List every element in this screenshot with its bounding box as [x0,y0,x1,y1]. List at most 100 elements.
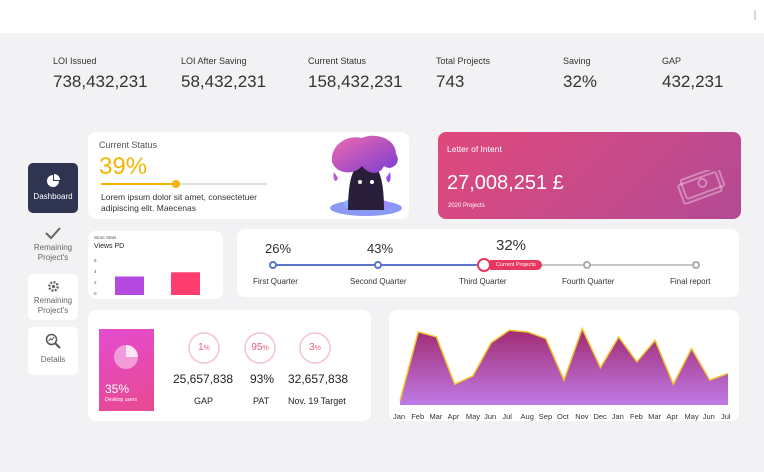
milestone-label-q3: Third Quarter [459,277,507,286]
stat-label: Current Status [308,56,367,66]
ring-target-pct: 3 [309,342,315,353]
stat-value: 743 [436,72,465,91]
area-chart-x-tick: Jul [502,412,512,421]
milestone-percent-q2: 43% [367,241,394,256]
store-stats-bar [115,276,144,295]
loi-title: Letter of Intent [447,144,502,154]
stat-value: 58,432,231 [181,72,267,91]
milestone-dot-q2[interactable] [374,261,382,269]
stat-label: Total Projects [436,56,491,66]
current-status-progress-track [101,180,267,188]
ring-target [299,332,331,364]
ring-gap-value: 1% [190,342,218,353]
area-chart-x-tick: Jul [721,412,731,421]
loi-value: 27,008,251 £ [447,172,564,194]
store-stats-card: Store Stats Views PD 6 4 2 0 [88,231,223,299]
sidebar-item-remaining-projects[interactable]: Remaining Project's [28,221,78,267]
area-chart-card [389,310,739,421]
ring-pat-unit: % [262,345,269,352]
milestone-label-q4: Fourth Quarter [562,277,615,286]
area-chart-x-tick: Feb [411,412,425,421]
stat-value: 32% [563,72,598,91]
sidebar-item-remaining-projects-settings[interactable]: Remaining Project's [28,274,78,320]
checkmark-icon [45,227,61,240]
top-bar-divider [754,10,756,20]
area-chart-x-tick: Oct [557,412,569,421]
ring-gap-pct: 1 [198,342,204,353]
kpi-card: 35% Desktop users 1% 95% 3% 25,657,838 9… [88,310,371,421]
stat-label: Saving [563,56,591,66]
ring-pat-value: 95% [246,342,274,353]
target-label: Nov. 19 Target [288,396,346,406]
stat-saving: Saving 32% [563,56,597,92]
area-chart-x-tick: Mar [648,412,662,421]
area-chart-x-tick: Jan [611,412,624,421]
store-stats-header: Store Stats [94,235,117,240]
milestone-percent-q1: 26% [265,241,292,256]
money-icon [677,170,725,205]
milestone-label-final: Final report [670,277,711,286]
stat-loi-issued: LOI Issued 738,432,231 [53,56,148,92]
pie-chart-icon [47,174,60,187]
stat-gap: GAP 432,231 [662,56,723,92]
gap-value: 25,657,838 [173,372,234,386]
pat-label: PAT [253,396,270,406]
area-chart-x-tick: Jan [393,412,406,421]
ghost-illustration-icon [330,135,402,216]
area-chart-x-tick: Dec [593,412,607,421]
top-bar [0,0,764,33]
area-chart-x-tick: May [684,412,699,421]
desktop-users-percent: 35% [105,382,130,396]
store-stats-chart: 6 4 2 0 [94,258,200,296]
loi-subtitle: 2020 Projects [448,203,485,209]
area-chart-x-tick: Jun [702,412,715,421]
milestone-label-q1: First Quarter [253,277,298,286]
stat-label: GAP [662,56,682,66]
ring-gap-unit: % [203,345,210,352]
current-status-progress-fill [101,183,176,185]
current-status-card: Current Status 39% Lorem ipsum dolor sit… [88,132,409,219]
area-chart-x-tick: Sep [538,412,553,421]
ring-gap [188,332,220,364]
milestone-dot-q4[interactable] [583,261,591,269]
current-status-title: Current Status [99,140,158,150]
sidebar-item-label: Details [40,355,66,364]
store-stats-ytick: 4 [94,269,97,274]
current-status-progress-handle[interactable] [171,180,180,188]
magnifier-chart-icon [45,333,61,349]
gear-icon [47,281,59,292]
store-stats-ytick: 2 [94,280,97,285]
sidebar-item-label: Remaining Project's [33,296,73,315]
stat-value: 158,432,231 [308,72,403,91]
current-status-description: Lorem ipsum dolor sit amet, consectetuer… [101,192,257,213]
stat-total-projects: Total Projects 743 [436,56,490,92]
area-chart-x-tick: May [465,412,481,421]
area-chart-x-tick: Feb [629,412,643,421]
area-chart-x-tick: Aug [520,412,534,421]
letter-of-intent-card: Letter of Intent 27,008,251 £ 2020 Proje… [438,132,741,219]
target-value: 32,657,838 [288,372,349,386]
stat-label: LOI Issued [53,56,97,66]
stat-label: LOI After Saving [181,56,247,66]
pat-value: 93% [250,372,275,386]
desktop-users-label: Desktop users [105,397,137,403]
stat-current-status: Current Status 158,432,231 [308,56,403,92]
store-stats-bar [171,272,200,295]
milestone-dot-q3[interactable] [477,258,491,272]
area-chart-x-tick: Mar [429,412,443,421]
store-stats-ytick: 0 [94,291,97,296]
sidebar-item-label: Dashboard [33,192,73,201]
milestone-percent-q3: 32% [496,237,527,254]
sidebar-item-details[interactable]: Details [28,327,78,375]
stat-value: 738,432,231 [53,72,148,91]
area-chart-x-tick: Nov [575,412,589,421]
ring-pat [244,332,276,364]
area-chart-x-tick: Apr [666,412,678,421]
milestone-dot-q1[interactable] [269,261,277,269]
stat-loi-after-saving: LOI After Saving 58,432,231 [181,56,266,92]
ring-pat-pct: 95 [251,342,263,353]
sidebar-item-dashboard[interactable]: Dashboard [28,163,78,213]
milestone-dot-final[interactable] [692,261,700,269]
area-chart-x-tick: Jun [484,412,497,421]
milestone-label-q2: Second Quarter [350,277,407,286]
